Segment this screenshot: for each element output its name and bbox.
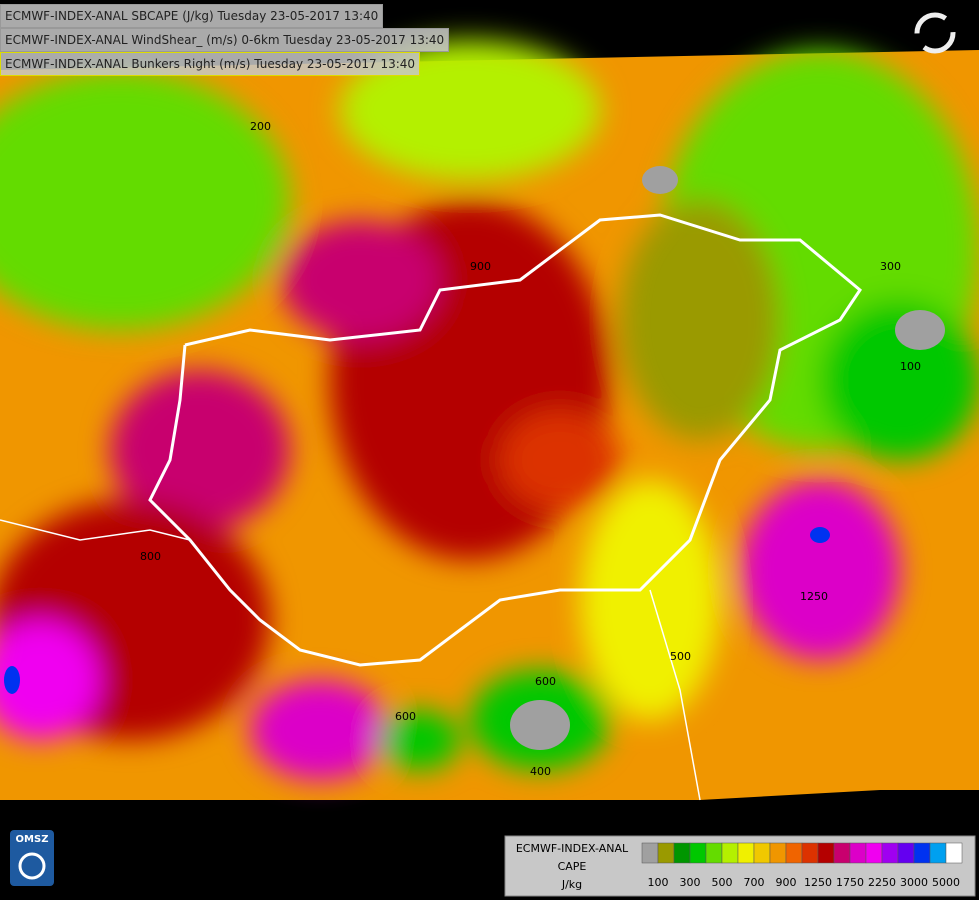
- legend-label: 1750: [836, 876, 864, 889]
- top-logo: [914, 12, 956, 54]
- legend-swatch: [913, 842, 931, 864]
- blue-spot: [810, 527, 830, 543]
- legend-swatch: [785, 842, 803, 864]
- legend-swatch: [801, 842, 819, 864]
- legend-label: 3000: [900, 876, 928, 889]
- legend: ECMWF-INDEX-ANAL CAPE J/kg 100 300 500 700 9…: [504, 835, 976, 897]
- gray-area: [642, 166, 678, 194]
- header-line: ECMWF-INDEX-ANAL Bunkers Right (m/s) Tue…: [0, 52, 421, 76]
- legend-swatch: [849, 842, 867, 864]
- legend-swatch: [897, 842, 915, 864]
- gray-area: [510, 700, 570, 750]
- legend-label: 2250: [868, 876, 896, 889]
- legend-title: ECMWF-INDEX-ANAL: [516, 842, 629, 855]
- omsz-logo: OMSZ: [10, 830, 54, 886]
- legend-unit: J/kg: [561, 878, 582, 891]
- contour-label: 800: [140, 550, 161, 563]
- legend-label: 300: [680, 876, 701, 889]
- contour-label: 300: [880, 260, 901, 273]
- legend-label: 5000: [932, 876, 960, 889]
- legend-swatch: [881, 842, 899, 864]
- legend-swatch: [641, 842, 659, 864]
- legend-swatch: [945, 842, 963, 864]
- header-line: ECMWF-INDEX-ANAL SBCAPE (J/kg) Tuesday 2…: [0, 4, 384, 28]
- legend-label: 700: [744, 876, 765, 889]
- legend-label: 900: [776, 876, 797, 889]
- legend-swatch: [705, 842, 723, 864]
- logo-text: OMSZ: [16, 834, 49, 845]
- contour-label: 900: [470, 260, 491, 273]
- contour-label: 500: [670, 650, 691, 663]
- border: [649, 589, 701, 801]
- border: [0, 519, 191, 541]
- contour-label: 400: [530, 765, 551, 778]
- country-border: [148, 213, 862, 667]
- contour-label: 100: [900, 360, 921, 373]
- contour-label: 600: [395, 710, 416, 723]
- legend-swatch: [753, 842, 771, 864]
- gray-area: [895, 310, 945, 350]
- legend-swatch: [737, 842, 755, 864]
- legend-swatch: [721, 842, 739, 864]
- legend-label: 100: [648, 876, 669, 889]
- blue-spot: [4, 666, 20, 694]
- legend-label: 1250: [804, 876, 832, 889]
- contour-label: 200: [250, 120, 271, 133]
- contour-label: 600: [535, 675, 556, 688]
- legend-swatch: [673, 842, 691, 864]
- legend-swatch: [817, 842, 835, 864]
- legend-swatch: [865, 842, 883, 864]
- legend-label: 500: [712, 876, 733, 889]
- legend-parameter: CAPE: [558, 860, 587, 873]
- legend-swatch: [929, 842, 947, 864]
- contour-label: 1250: [800, 590, 828, 603]
- legend-swatch: [689, 842, 707, 864]
- header-line: ECMWF-INDEX-ANAL WindShear_ (m/s) 0-6km …: [0, 28, 450, 52]
- legend-swatch: [769, 842, 787, 864]
- legend-swatch: [657, 842, 675, 864]
- legend-swatch: [833, 842, 851, 864]
